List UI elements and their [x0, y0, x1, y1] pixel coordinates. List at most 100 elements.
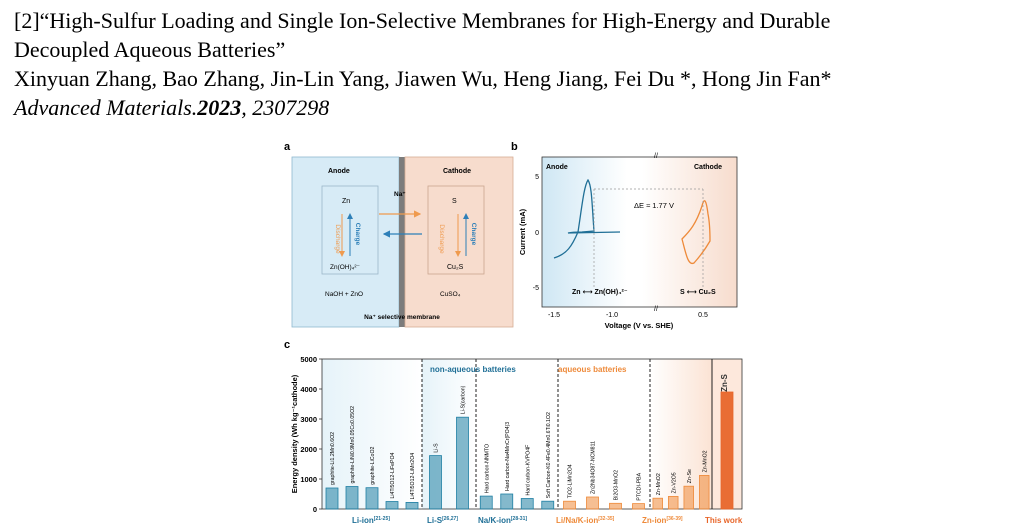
bar-label: Li-S — [434, 443, 440, 453]
bar-label: Zn-Se — [687, 469, 693, 483]
anode-reaction-label: Zn ⟷ Zn(OH)₄²⁻ — [572, 289, 628, 296]
bar-labels: graphite-Li1.2Mn0.6O2 graphite-LiNi0.9Mn0… — [330, 385, 708, 500]
panel-a-letter: a — [284, 141, 291, 153]
anolyte-label: NaOH + ZnO — [325, 291, 363, 298]
energy-bar — [456, 416, 469, 510]
panel-c-letter: c — [284, 339, 290, 351]
energy-bar — [683, 485, 694, 510]
energy-bar — [365, 487, 379, 510]
ytick-label: 5000 — [300, 355, 317, 364]
axis-break-top: // — [654, 153, 658, 160]
energy-bar — [699, 474, 710, 510]
group-label-li-ion: Li-ion[21-25] — [352, 516, 390, 525]
energy-bar — [405, 501, 419, 510]
zn-hydroxide-label: Zn(OH)₄²⁻ — [330, 264, 360, 271]
cathode-reaction-label: S ⟷ Cu₂S — [680, 289, 716, 296]
bar-label: Bi2O3-MnO2 — [614, 470, 620, 500]
article-number: , 2307298 — [241, 95, 330, 120]
anode-compartment — [291, 156, 400, 328]
energy-bar — [632, 503, 645, 510]
energy-bars — [325, 391, 734, 510]
group-label-zn-ion: Zn-ion[36-39] — [642, 516, 683, 525]
bar-label: Zn-MnO2 — [702, 450, 708, 472]
ytick-5: 5 — [535, 174, 539, 181]
energy-bar — [720, 391, 734, 510]
cathode-charge-label: Charge — [470, 223, 477, 246]
energy-bar — [541, 500, 555, 510]
bar-label: Hard carbon-Na4MnCr(PO4)3 — [505, 422, 511, 491]
panel-a: a Anode Cathode Na⁺ Zn Zn(OH)₄²⁻ S Cu₂S … — [284, 141, 514, 328]
ytick-0: 0 — [535, 230, 539, 237]
energy-bar — [563, 500, 576, 510]
zn-s-highlight-label: Zn-S — [720, 373, 729, 391]
cathode-label: Cathode — [443, 168, 471, 175]
energy-bar — [520, 498, 534, 510]
bar-label: Soft Carbon-K0.4Fe0.4Mn0.6Ti0.1O2 — [546, 412, 552, 498]
energy-bar — [385, 501, 399, 510]
publication-year: 2023 — [197, 95, 242, 120]
energy-ylabel: Energy density (Wh kg⁻¹cathode) — [290, 374, 299, 493]
reference-block: [2]“High-Sulfur Loading and Single Ion-S… — [14, 6, 1014, 122]
paper-title-line-2: Decoupled Aqueous Batteries” — [14, 37, 286, 62]
figure: a Anode Cathode Na⁺ Zn Zn(OH)₄²⁻ S Cu₂S … — [284, 141, 743, 525]
non-aqueous-label: non-aqueous batteries — [430, 365, 516, 374]
ytick-label: 1000 — [300, 475, 317, 484]
energy-bar — [652, 497, 663, 510]
anode-charge-label: Charge — [354, 223, 361, 246]
li-ion-shade — [322, 359, 422, 509]
cathode-cv-curve — [681, 200, 711, 265]
sulfur-label: S — [452, 198, 457, 205]
anode-cv-curve — [553, 178, 621, 259]
paper-citation: Advanced Materials.2023, 2307298 — [14, 93, 1014, 122]
catholyte-label: CuSO₄ — [440, 291, 461, 298]
cv-xlabel: Voltage (V vs. SHE) — [605, 321, 674, 330]
energy-yticks: 0 1000 2000 3000 4000 5000 — [300, 355, 322, 514]
xtick-0-5: 0.5 — [698, 312, 708, 319]
energy-bar — [500, 493, 514, 510]
paper-title-line-1: [2]“High-Sulfur Loading and Single Ion-S… — [14, 8, 831, 33]
bar-label: graphite-Li1.2Mn0.6O2 — [330, 432, 336, 485]
energy-bar — [668, 495, 679, 510]
bar-label: Li4Ti5O12-LiMn2O4 — [410, 453, 416, 500]
anode-discharge-label: Discharge — [334, 224, 341, 254]
bar-label: graphite-LiCoO2 — [370, 447, 376, 485]
cathode-reaction-box — [427, 185, 485, 275]
zn-label: Zn — [342, 198, 350, 205]
cv-cathode-label: Cathode — [694, 164, 722, 171]
energy-bar — [609, 502, 622, 510]
energy-bar — [586, 496, 599, 510]
group-label-li-s: Li-S[26,27] — [427, 516, 458, 525]
cv-anode-label: Anode — [546, 164, 568, 171]
xtick-minus-1-0: -1.0 — [606, 312, 618, 319]
cu2s-label: Cu₂S — [447, 264, 464, 271]
membrane-bar — [399, 157, 405, 327]
panel-b: b Anode Cathode // // ΔE ≈ 1.77 V Zn ⟷ Z… — [511, 141, 738, 330]
journal-name: Advanced Materials. — [14, 95, 198, 120]
bar-label: Zn-V2O5 — [671, 472, 677, 493]
bar-label: Hard carbon-KVPO4F — [525, 445, 531, 496]
anode-reaction-box — [321, 185, 379, 275]
group-label-na-k-ion: Na/K-ion[28-31] — [478, 516, 527, 525]
bar-label: Zn2Nb34O87-NCM811 — [591, 441, 597, 494]
delta-e-label: ΔE ≈ 1.77 V — [634, 201, 674, 210]
panel-b-letter: b — [511, 141, 518, 153]
cv-plot-frame — [541, 156, 738, 308]
group-divider-lines — [421, 359, 713, 509]
energy-bar — [345, 486, 359, 510]
bar-label: Li4Ti5O12-LiFePO4 — [390, 452, 396, 498]
aqueous-label: aqueous batteries — [558, 365, 627, 374]
ytick-label: 3000 — [300, 415, 317, 424]
bar-label: graphite-LiNi0.9Mn0.05Co0.05O2 — [350, 406, 356, 484]
energy-bar — [325, 487, 339, 510]
group-label-this-work: This work — [705, 516, 743, 525]
cv-ylabel: Current (mA) — [518, 208, 527, 255]
bar-label: PTCDI-PBA — [637, 472, 643, 500]
cathode-compartment — [404, 156, 514, 328]
panel-c: c graphite-Li1.2Mn0.6O2 graphite-LiNi0.9M… — [284, 339, 743, 525]
ytick-label: 2000 — [300, 445, 317, 454]
na-ion-label: Na⁺ — [394, 191, 406, 198]
group-labels: Li-ion[21-25] Li-S[26,27] Na/K-ion[28-31… — [352, 516, 743, 525]
anode-label: Anode — [328, 168, 350, 175]
ytick-minus-5: -5 — [533, 285, 539, 292]
group-label-li-na-k-ion: Li/Na/K-ion[32-35] — [556, 516, 615, 525]
